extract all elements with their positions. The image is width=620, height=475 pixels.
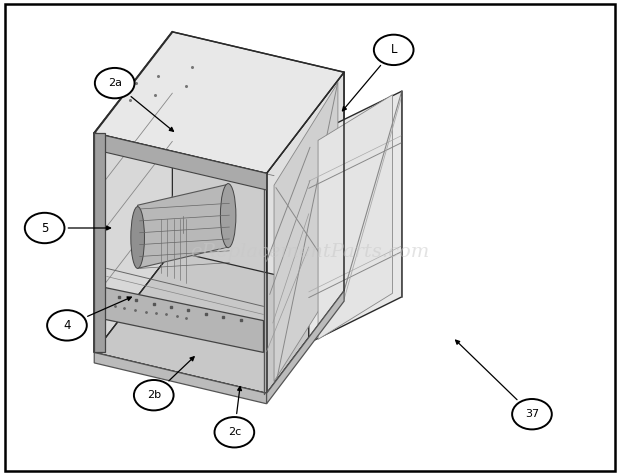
Ellipse shape — [221, 183, 236, 248]
Text: 2c: 2c — [228, 427, 241, 437]
Text: L: L — [391, 43, 397, 57]
Text: 37: 37 — [525, 409, 539, 419]
Polygon shape — [274, 83, 338, 381]
Text: 2b: 2b — [147, 390, 161, 400]
Polygon shape — [309, 91, 402, 343]
Polygon shape — [102, 40, 335, 180]
Circle shape — [134, 380, 174, 410]
Text: 5: 5 — [41, 221, 48, 235]
Circle shape — [25, 213, 64, 243]
Polygon shape — [94, 251, 344, 393]
Circle shape — [374, 35, 414, 65]
Polygon shape — [94, 32, 172, 352]
Polygon shape — [138, 184, 228, 268]
Polygon shape — [94, 133, 267, 190]
Circle shape — [512, 399, 552, 429]
Polygon shape — [104, 287, 264, 352]
Polygon shape — [94, 133, 105, 352]
Text: 2a: 2a — [108, 78, 122, 88]
Polygon shape — [107, 142, 267, 393]
Text: 4: 4 — [63, 319, 71, 332]
Circle shape — [215, 417, 254, 447]
Polygon shape — [94, 352, 267, 404]
Polygon shape — [267, 72, 344, 393]
Circle shape — [95, 68, 135, 98]
Polygon shape — [94, 32, 344, 173]
Polygon shape — [318, 95, 392, 339]
Text: eReplacementParts.com: eReplacementParts.com — [190, 243, 430, 261]
Circle shape — [47, 310, 87, 341]
Ellipse shape — [131, 207, 144, 268]
Polygon shape — [267, 291, 344, 404]
